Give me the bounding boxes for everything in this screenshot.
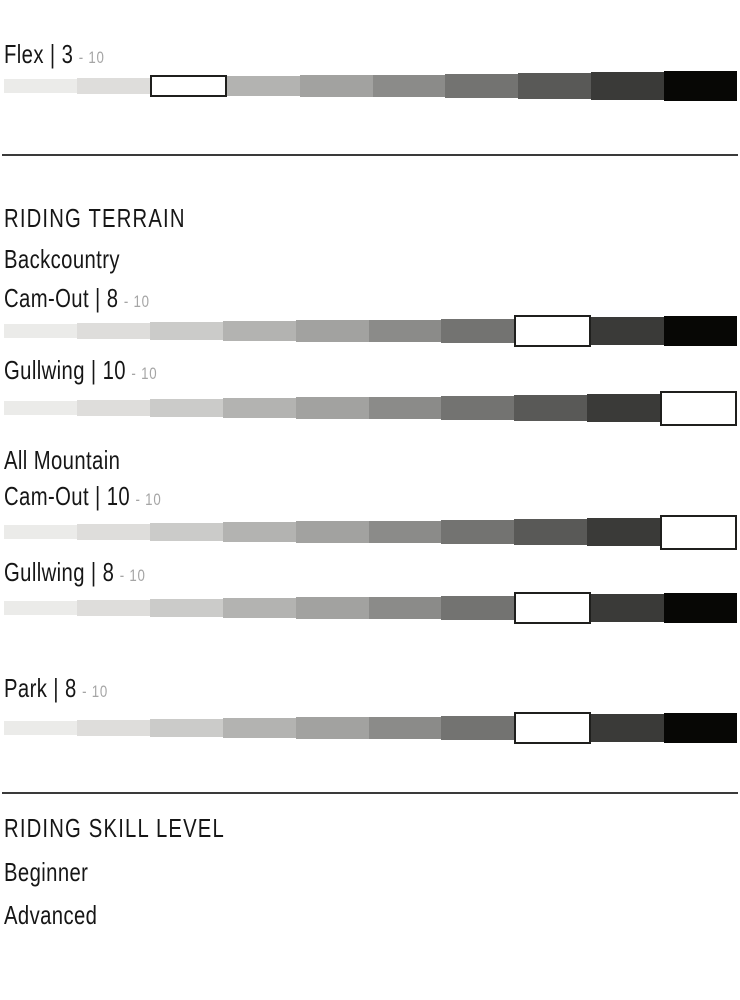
riding-skill-heading: RIDING SKILL LEVEL bbox=[4, 813, 225, 843]
rating-segment-5 bbox=[295, 397, 369, 419]
flex-max-label: - 10 bbox=[78, 48, 105, 67]
rating-segment-3 bbox=[149, 523, 223, 541]
all-mountain-subheading: All Mountain bbox=[4, 445, 121, 475]
rating-selected-segment bbox=[149, 74, 227, 98]
rating-segment-4 bbox=[226, 76, 300, 96]
skill-level-beginner: Beginner bbox=[4, 857, 89, 887]
rating-segment-7 bbox=[441, 318, 515, 344]
rating-segment-1 bbox=[4, 401, 77, 415]
rating-segment-9 bbox=[591, 593, 665, 623]
rating-segment-8 bbox=[514, 394, 588, 422]
park-rating-bar bbox=[4, 710, 738, 746]
backcountry-camout-max-label: - 10 bbox=[123, 292, 150, 311]
rating-segment-4 bbox=[222, 321, 296, 341]
rating-segment-2 bbox=[76, 720, 150, 736]
rating-segment-9 bbox=[591, 316, 665, 346]
rating-segment-10 bbox=[664, 713, 738, 743]
all-mountain-camout-label: Cam-Out | 10- 10 bbox=[4, 483, 161, 513]
all-mountain-camout-rating-bar bbox=[4, 514, 738, 550]
rating-segment-7 bbox=[441, 395, 515, 421]
park-label-text: Park | 8 bbox=[4, 673, 77, 703]
rating-segment-4 bbox=[222, 398, 296, 418]
rating-selected-segment bbox=[514, 712, 592, 744]
rating-segment-6 bbox=[368, 716, 442, 740]
rating-selected-segment bbox=[514, 592, 592, 624]
rating-selected-segment bbox=[660, 514, 738, 550]
backcountry-gullwing-max-label: - 10 bbox=[131, 364, 158, 383]
rating-segment-6 bbox=[368, 520, 442, 544]
all-mountain-gullwing-label-text: Gullwing | 8 bbox=[4, 557, 115, 587]
rating-segment-5 bbox=[299, 75, 373, 97]
section-divider bbox=[2, 154, 738, 156]
rating-segment-7 bbox=[441, 519, 515, 545]
rating-segment-2 bbox=[76, 524, 150, 540]
backcountry-gullwing-rating-bar bbox=[4, 390, 738, 426]
backcountry-gullwing-label-text: Gullwing | 10 bbox=[4, 355, 126, 385]
rating-segment-5 bbox=[295, 521, 369, 543]
riding-terrain-heading: RIDING TERRAIN bbox=[4, 203, 186, 233]
all-mountain-camout-label-text: Cam-Out | 10 bbox=[4, 481, 131, 511]
rating-segment-3 bbox=[149, 599, 223, 617]
rating-selected-segment bbox=[660, 390, 738, 426]
backcountry-camout-label-text: Cam-Out | 8 bbox=[4, 283, 119, 313]
rating-segment-1 bbox=[4, 324, 77, 338]
rating-segment-1 bbox=[4, 79, 77, 93]
backcountry-subheading: Backcountry bbox=[4, 244, 120, 274]
rating-segment-6 bbox=[368, 396, 442, 420]
rating-segment-9 bbox=[587, 517, 661, 547]
rating-segment-5 bbox=[295, 717, 369, 739]
backcountry-camout-label: Cam-Out | 8- 10 bbox=[4, 285, 150, 315]
rating-segment-10 bbox=[664, 71, 738, 101]
rating-segment-6 bbox=[372, 74, 446, 98]
rating-segment-8 bbox=[518, 72, 592, 100]
rating-segment-2 bbox=[76, 323, 150, 339]
park-max-label: - 10 bbox=[82, 682, 109, 701]
all-mountain-camout-max-label: - 10 bbox=[135, 490, 162, 509]
rating-segment-7 bbox=[445, 73, 519, 99]
rating-segment-7 bbox=[441, 595, 515, 621]
rating-selected-segment bbox=[514, 315, 592, 347]
rating-segment-2 bbox=[76, 600, 150, 616]
rating-segment-9 bbox=[591, 71, 665, 101]
rating-segment-2 bbox=[76, 78, 150, 94]
rating-segment-6 bbox=[368, 319, 442, 343]
rating-segment-7 bbox=[441, 715, 515, 741]
rating-segment-1 bbox=[4, 721, 77, 735]
rating-segment-4 bbox=[222, 718, 296, 738]
flex-label-text: Flex | 3 bbox=[4, 39, 74, 69]
rating-segment-6 bbox=[368, 596, 442, 620]
backcountry-camout-rating-bar bbox=[4, 313, 738, 349]
all-mountain-gullwing-rating-bar bbox=[4, 590, 738, 626]
rating-segment-3 bbox=[149, 399, 223, 417]
backcountry-gullwing-label: Gullwing | 10 - 10 bbox=[4, 357, 157, 387]
rating-segment-8 bbox=[514, 518, 588, 546]
flex-label: Flex | 3- 10 bbox=[4, 41, 105, 71]
section-divider bbox=[2, 792, 738, 794]
rating-segment-9 bbox=[591, 713, 665, 743]
rating-segment-1 bbox=[4, 525, 77, 539]
all-mountain-gullwing-label: Gullwing | 8- 10 bbox=[4, 559, 146, 589]
rating-segment-4 bbox=[222, 522, 296, 542]
rating-segment-5 bbox=[295, 320, 369, 342]
rating-segment-3 bbox=[149, 719, 223, 737]
rating-segment-10 bbox=[664, 316, 738, 346]
rating-segment-2 bbox=[76, 400, 150, 416]
skill-level-advanced: Advanced bbox=[4, 900, 98, 930]
rating-segment-5 bbox=[295, 597, 369, 619]
rating-segment-1 bbox=[4, 601, 77, 615]
all-mountain-gullwing-max-label: - 10 bbox=[119, 566, 146, 585]
rating-segment-4 bbox=[222, 598, 296, 618]
rating-segment-3 bbox=[149, 322, 223, 340]
rating-segment-10 bbox=[664, 593, 738, 623]
flex-rating-bar bbox=[4, 68, 738, 104]
rating-segment-9 bbox=[587, 393, 661, 423]
park-label: Park | 8 - 10 bbox=[4, 675, 108, 705]
